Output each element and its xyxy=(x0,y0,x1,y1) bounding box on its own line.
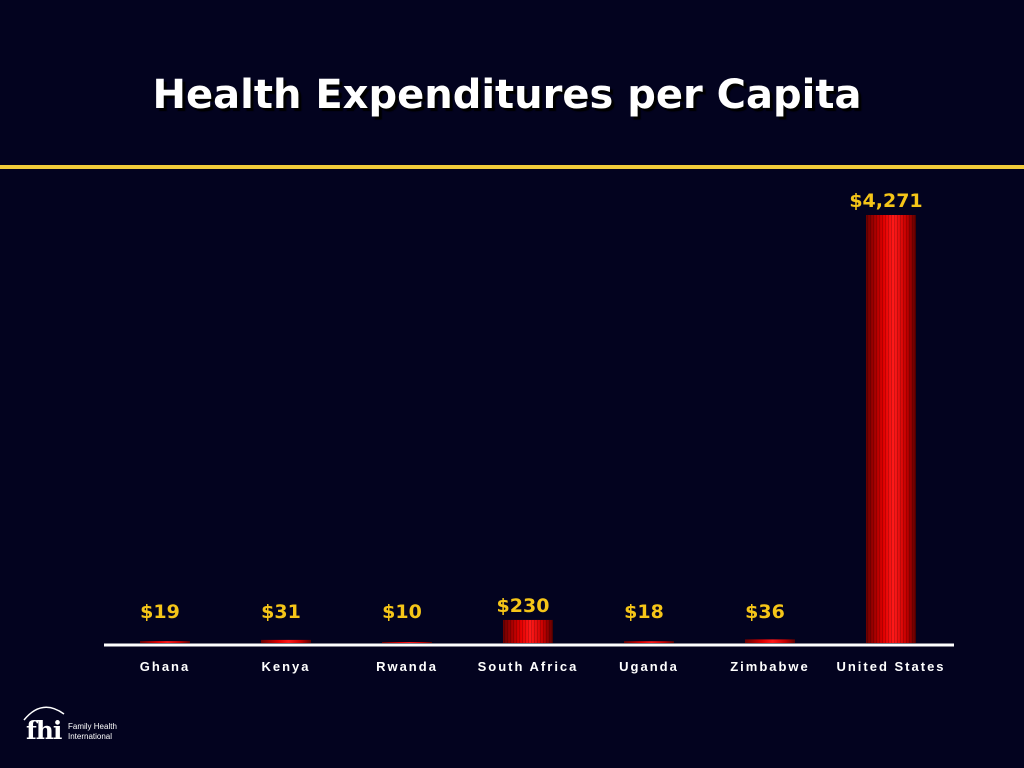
data-label: $36 xyxy=(745,601,785,623)
data-label: $4,271 xyxy=(849,190,922,212)
bar-zimbabwe xyxy=(745,639,795,643)
bar-ghana xyxy=(140,641,190,643)
title-divider xyxy=(0,165,1024,169)
data-label-group: $19 $31 $10 $230 $18 $36 $4,271 xyxy=(140,190,923,623)
data-label: $10 xyxy=(382,601,422,623)
x-tick-label: Uganda xyxy=(619,659,679,674)
bar-uganda xyxy=(624,641,674,643)
data-label: $18 xyxy=(624,601,664,623)
logo-mark: fhi xyxy=(26,716,62,745)
logo-line-1: Family Health xyxy=(68,722,117,731)
bar-texture xyxy=(503,619,553,643)
data-label: $19 xyxy=(140,601,180,623)
bar-texture xyxy=(866,215,916,643)
x-tick-label-group: Ghana Kenya Rwanda South Africa Uganda Zimbab… xyxy=(140,659,945,674)
x-tick-label: Ghana xyxy=(140,659,190,674)
bar-kenya xyxy=(261,639,311,643)
x-tick-label: Kenya xyxy=(261,659,310,674)
x-tick-label: Rwanda xyxy=(376,659,438,674)
x-tick-label: United States xyxy=(836,659,945,674)
logo-arc-icon xyxy=(23,706,65,721)
bar-rwanda xyxy=(382,641,432,643)
data-label: $31 xyxy=(261,601,301,623)
x-tick-label: Zimbabwe xyxy=(730,659,810,674)
data-label: $230 xyxy=(497,595,550,617)
bar-group xyxy=(140,215,916,643)
bar-chart: $19 $31 $10 $230 $18 $36 $4,271 Ghana Kenya Rwan… xyxy=(104,190,954,674)
logo-text: Family Health International xyxy=(68,722,117,742)
x-tick-label: South Africa xyxy=(478,659,579,674)
page-title: Health Expenditures per Capita xyxy=(152,72,862,118)
fhi-logo: fhi Family Health International xyxy=(20,700,130,748)
logo-line-2: International xyxy=(68,732,113,741)
